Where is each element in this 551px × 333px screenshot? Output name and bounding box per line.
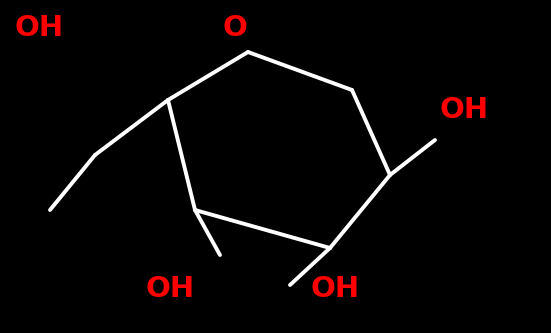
Text: OH: OH	[145, 275, 195, 303]
Text: OH: OH	[310, 275, 360, 303]
Text: OH: OH	[15, 14, 64, 42]
Text: OH: OH	[440, 96, 489, 124]
Text: O: O	[223, 14, 247, 42]
